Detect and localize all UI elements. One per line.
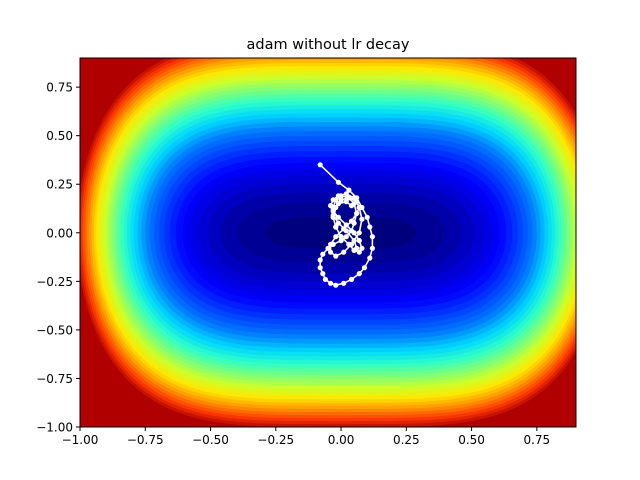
trajectory-point	[343, 222, 349, 228]
y-tick-label: −0.25	[36, 275, 73, 289]
trajectory-point	[328, 249, 334, 255]
y-tick-label: 0.00	[46, 226, 73, 240]
trajectory-point	[354, 245, 360, 251]
y-axis: −1.00 −0.75 −0.50 −0.25 0.00 0.25 0.50 0.75	[36, 81, 80, 435]
trajectory-point	[338, 238, 344, 244]
x-tick-label: −1.00	[62, 433, 99, 447]
trajectory-point	[317, 257, 323, 263]
trajectory-point	[320, 251, 326, 257]
trajectory-point	[369, 234, 375, 240]
trajectory-point	[356, 271, 362, 277]
trajectory-point	[348, 218, 355, 224]
trajectory-point	[364, 214, 370, 220]
trajectory-point	[335, 201, 341, 207]
x-tick-label: 0.50	[458, 433, 485, 447]
trajectory-point	[359, 216, 365, 222]
x-tick-label: −0.75	[127, 433, 164, 447]
trajectory-point	[346, 187, 352, 193]
trajectory-point	[335, 179, 341, 185]
x-axis: −1.00 −0.75 −0.50 −0.25 0.00 0.25 0.50 0.75	[62, 427, 550, 447]
x-tick-label: 0.25	[393, 433, 420, 447]
trajectory-point	[351, 195, 357, 201]
trajectory-point	[320, 271, 326, 277]
trajectory-point	[356, 238, 362, 244]
trajectory-point	[341, 280, 347, 286]
trajectory-point	[351, 238, 357, 244]
trajectory-point	[328, 280, 334, 286]
trajectory-point	[361, 265, 368, 271]
x-tick-label: 0.00	[328, 433, 355, 447]
axes-frame	[79, 57, 577, 428]
x-tick-label: −0.50	[192, 433, 229, 447]
trajectory-point	[330, 212, 336, 218]
y-tick-label: −0.75	[36, 372, 73, 386]
trajectory-point	[333, 282, 339, 288]
trajectory-point	[333, 253, 339, 259]
y-tick-label: 0.25	[46, 178, 73, 192]
trajectory-point	[367, 255, 373, 261]
y-tick-label: 0.75	[46, 81, 73, 95]
trajectory-point	[325, 245, 331, 251]
trajectory-point	[330, 197, 336, 203]
trajectory-point	[356, 230, 362, 236]
contour-fill	[80, 58, 576, 427]
chart-title: adam without lr decay	[247, 37, 410, 53]
trajectory-point	[369, 245, 375, 251]
trajectory-point	[333, 234, 339, 240]
trajectory-point	[367, 224, 373, 230]
trajectory-point	[343, 234, 349, 240]
trajectory-point	[338, 234, 344, 240]
trajectory-point	[333, 224, 339, 230]
trajectory-point	[317, 162, 323, 168]
trajectory-point	[354, 210, 360, 216]
trajectory-point	[335, 214, 341, 220]
trajectory-point	[328, 241, 334, 247]
trajectory-point	[343, 191, 349, 197]
trajectory-point	[322, 276, 328, 282]
trajectory-point	[341, 249, 347, 255]
trajectory-point	[330, 206, 336, 213]
trajectory-point	[348, 203, 355, 209]
trajectory-point	[335, 193, 341, 199]
trajectory-point	[346, 195, 352, 201]
x-tick-label: 0.75	[523, 433, 550, 447]
contour-band	[265, 216, 417, 249]
y-tick-label: −1.00	[36, 421, 73, 435]
trajectory-point	[346, 241, 352, 247]
trajectory-point	[356, 249, 362, 255]
trajectory-point	[351, 230, 357, 236]
trajectory-point	[348, 276, 355, 282]
optimizer-trajectory	[317, 162, 375, 288]
trajectory-point	[317, 265, 323, 271]
trajectory-point	[335, 220, 341, 226]
trajectory-point	[343, 199, 349, 205]
trajectory-point	[354, 199, 360, 205]
trajectory-point	[338, 197, 344, 203]
trajectory-point	[356, 204, 362, 211]
y-tick-label: −0.50	[36, 323, 73, 337]
trajectory-point	[328, 203, 334, 209]
trajectory-point	[343, 228, 349, 234]
x-tick-label: −0.25	[257, 433, 294, 447]
y-tick-label: 0.50	[46, 129, 73, 143]
trajectory-point	[359, 245, 365, 251]
